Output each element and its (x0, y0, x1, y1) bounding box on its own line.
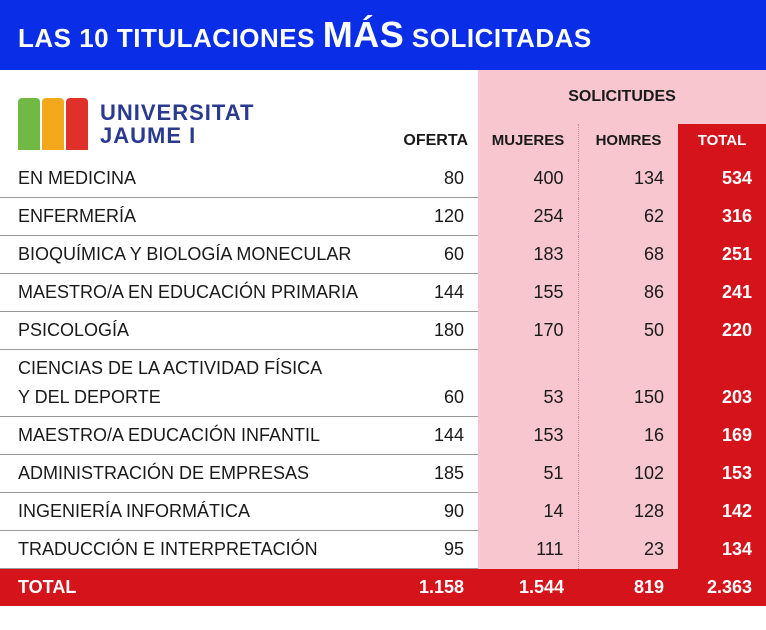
cell-name: MAESTRO/A EDUCACIÓN INFANTIL (0, 417, 370, 455)
cell-hombres: 50 (578, 312, 678, 350)
cell-total: 142 (678, 493, 766, 531)
cell-mujeres: 111 (478, 531, 578, 569)
logo-block: UNIVERSITAT JAUME I (0, 80, 370, 160)
cell-total: 316 (678, 198, 766, 236)
cell-total (678, 350, 766, 380)
header-oferta: OFERTA (370, 132, 478, 160)
cell-hombres (578, 350, 678, 380)
table-row: INGENIERÍA INFORMÁTICA9014128142 (0, 493, 766, 531)
cell-name: BIOQUÍMICA Y BIOLOGÍA MONECULAR (0, 236, 370, 274)
cell-mujeres: 183 (478, 236, 578, 274)
logo-mark (18, 98, 88, 150)
cell-name: MAESTRO/A EN EDUCACIÓN PRIMARIA (0, 274, 370, 312)
table-row: Y DEL DEPORTE6053150203 (0, 379, 766, 417)
title-post: SOLICITADAS (404, 23, 592, 53)
cell-mujeres: 153 (478, 417, 578, 455)
top-area: UNIVERSITAT JAUME I OFERTA SOLICITUDES M… (0, 70, 766, 160)
cell-oferta: 144 (370, 274, 478, 312)
cell-hombres: 68 (578, 236, 678, 274)
cell-mujeres: 254 (478, 198, 578, 236)
cell-name: PSICOLOGÍA (0, 312, 370, 350)
title-pre: LAS 10 TITULACIONES (18, 23, 323, 53)
cell-mujeres: 155 (478, 274, 578, 312)
header-hombres: HOMRES (578, 124, 678, 160)
cell-mujeres: 400 (478, 160, 578, 198)
totals-total: 2.363 (678, 569, 766, 607)
logo-line2: JAUME I (100, 124, 254, 147)
totals-row: TOTAL1.1581.5448192.363 (0, 569, 766, 607)
totals-mujeres: 1.544 (478, 569, 578, 607)
cell-oferta: 90 (370, 493, 478, 531)
logo-bar (42, 98, 64, 150)
cell-hombres: 23 (578, 531, 678, 569)
cell-oferta: 80 (370, 160, 478, 198)
totals-hombres: 819 (578, 569, 678, 607)
cell-hombres: 102 (578, 455, 678, 493)
cell-mujeres: 170 (478, 312, 578, 350)
table-row: CIENCIAS DE LA ACTIVIDAD FÍSICA (0, 350, 766, 380)
cell-oferta: 60 (370, 236, 478, 274)
header-mujeres: MUJERES (478, 124, 578, 160)
cell-total: 251 (678, 236, 766, 274)
cell-hombres: 150 (578, 379, 678, 417)
cell-hombres: 128 (578, 493, 678, 531)
logo-text: UNIVERSITAT JAUME I (100, 101, 254, 147)
cell-hombres: 134 (578, 160, 678, 198)
cell-hombres: 16 (578, 417, 678, 455)
totals-label: TOTAL (0, 569, 370, 607)
cell-oferta (370, 350, 478, 380)
cell-name: Y DEL DEPORTE (0, 379, 370, 417)
logo-bar (18, 98, 40, 150)
cell-name: TRADUCCIÓN E INTERPRETACIÓN (0, 531, 370, 569)
cell-total: 203 (678, 379, 766, 417)
cell-hombres: 86 (578, 274, 678, 312)
cell-hombres: 62 (578, 198, 678, 236)
cell-mujeres: 51 (478, 455, 578, 493)
cell-total: 153 (678, 455, 766, 493)
cell-total: 241 (678, 274, 766, 312)
header-total: TOTAL (678, 124, 766, 160)
cell-mujeres: 53 (478, 379, 578, 417)
cell-total: 134 (678, 531, 766, 569)
table-row: BIOQUÍMICA Y BIOLOGÍA MONECULAR601836825… (0, 236, 766, 274)
table-row: ENFERMERÍA12025462316 (0, 198, 766, 236)
totals-oferta: 1.158 (370, 569, 478, 607)
infographic-container: LAS 10 TITULACIONES MÁS SOLICITADAS UNIV… (0, 0, 766, 606)
cell-name: CIENCIAS DE LA ACTIVIDAD FÍSICA (0, 350, 370, 380)
title-bar: LAS 10 TITULACIONES MÁS SOLICITADAS (0, 0, 766, 70)
cell-oferta: 180 (370, 312, 478, 350)
cell-mujeres: 14 (478, 493, 578, 531)
cell-total: 534 (678, 160, 766, 198)
cell-oferta: 144 (370, 417, 478, 455)
table-row: MAESTRO/A EDUCACIÓN INFANTIL14415316169 (0, 417, 766, 455)
cell-name: INGENIERÍA INFORMÁTICA (0, 493, 370, 531)
table-row: PSICOLOGÍA18017050220 (0, 312, 766, 350)
cell-oferta: 95 (370, 531, 478, 569)
cell-mujeres (478, 350, 578, 380)
sub-headers: MUJERES HOMRES TOTAL (478, 124, 766, 160)
cell-name: ENFERMERÍA (0, 198, 370, 236)
cell-total: 220 (678, 312, 766, 350)
solicitudes-group: SOLICITUDES MUJERES HOMRES TOTAL (478, 70, 766, 160)
cell-oferta: 120 (370, 198, 478, 236)
table-row: MAESTRO/A EN EDUCACIÓN PRIMARIA144155862… (0, 274, 766, 312)
title-mas: MÁS (323, 14, 405, 55)
table-row: ADMINISTRACIÓN DE EMPRESAS18551102153 (0, 455, 766, 493)
cell-name: EN MEDICINA (0, 160, 370, 198)
cell-name: ADMINISTRACIÓN DE EMPRESAS (0, 455, 370, 493)
table-row: TRADUCCIÓN E INTERPRETACIÓN9511123134 (0, 531, 766, 569)
table-row: EN MEDICINA80400134534 (0, 160, 766, 198)
data-table: EN MEDICINA80400134534ENFERMERÍA12025462… (0, 160, 766, 606)
cell-oferta: 185 (370, 455, 478, 493)
column-headers: OFERTA SOLICITUDES MUJERES HOMRES TOTAL (370, 70, 766, 160)
logo-line1: UNIVERSITAT (100, 101, 254, 124)
logo-bar (66, 98, 88, 150)
header-solicitudes: SOLICITUDES (478, 70, 766, 124)
cell-oferta: 60 (370, 379, 478, 417)
cell-total: 169 (678, 417, 766, 455)
